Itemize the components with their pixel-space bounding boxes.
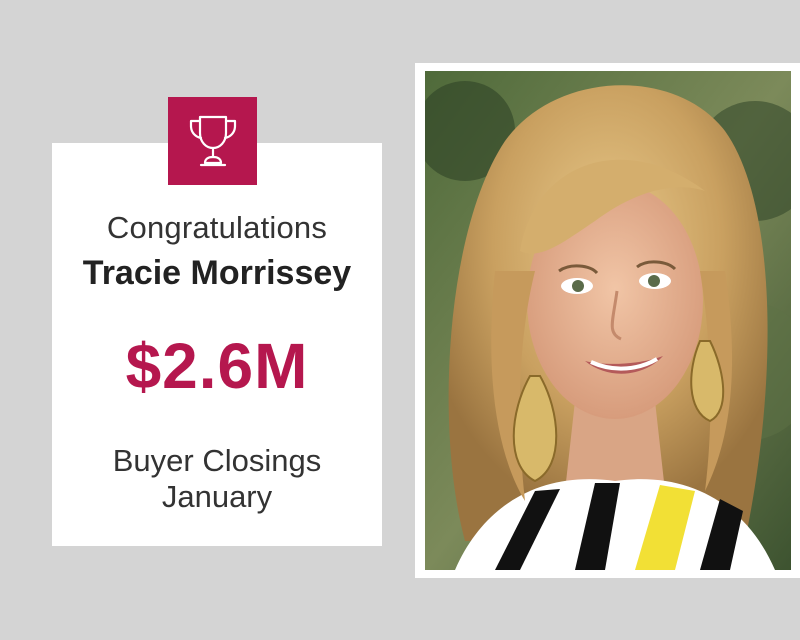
trophy-badge: [168, 97, 257, 185]
trophy-icon: [189, 115, 236, 167]
recipient-name: Tracie Morrissey: [82, 254, 352, 292]
closing-period: January: [161, 479, 273, 514]
portrait-photo: [425, 71, 791, 570]
closing-info: Buyer Closings January: [52, 443, 382, 515]
closing-category: Buyer Closings: [112, 443, 322, 478]
sales-amount: $2.6M: [125, 330, 309, 402]
greeting-text: Congratulations: [106, 210, 328, 245]
congrats-card: [52, 143, 382, 546]
